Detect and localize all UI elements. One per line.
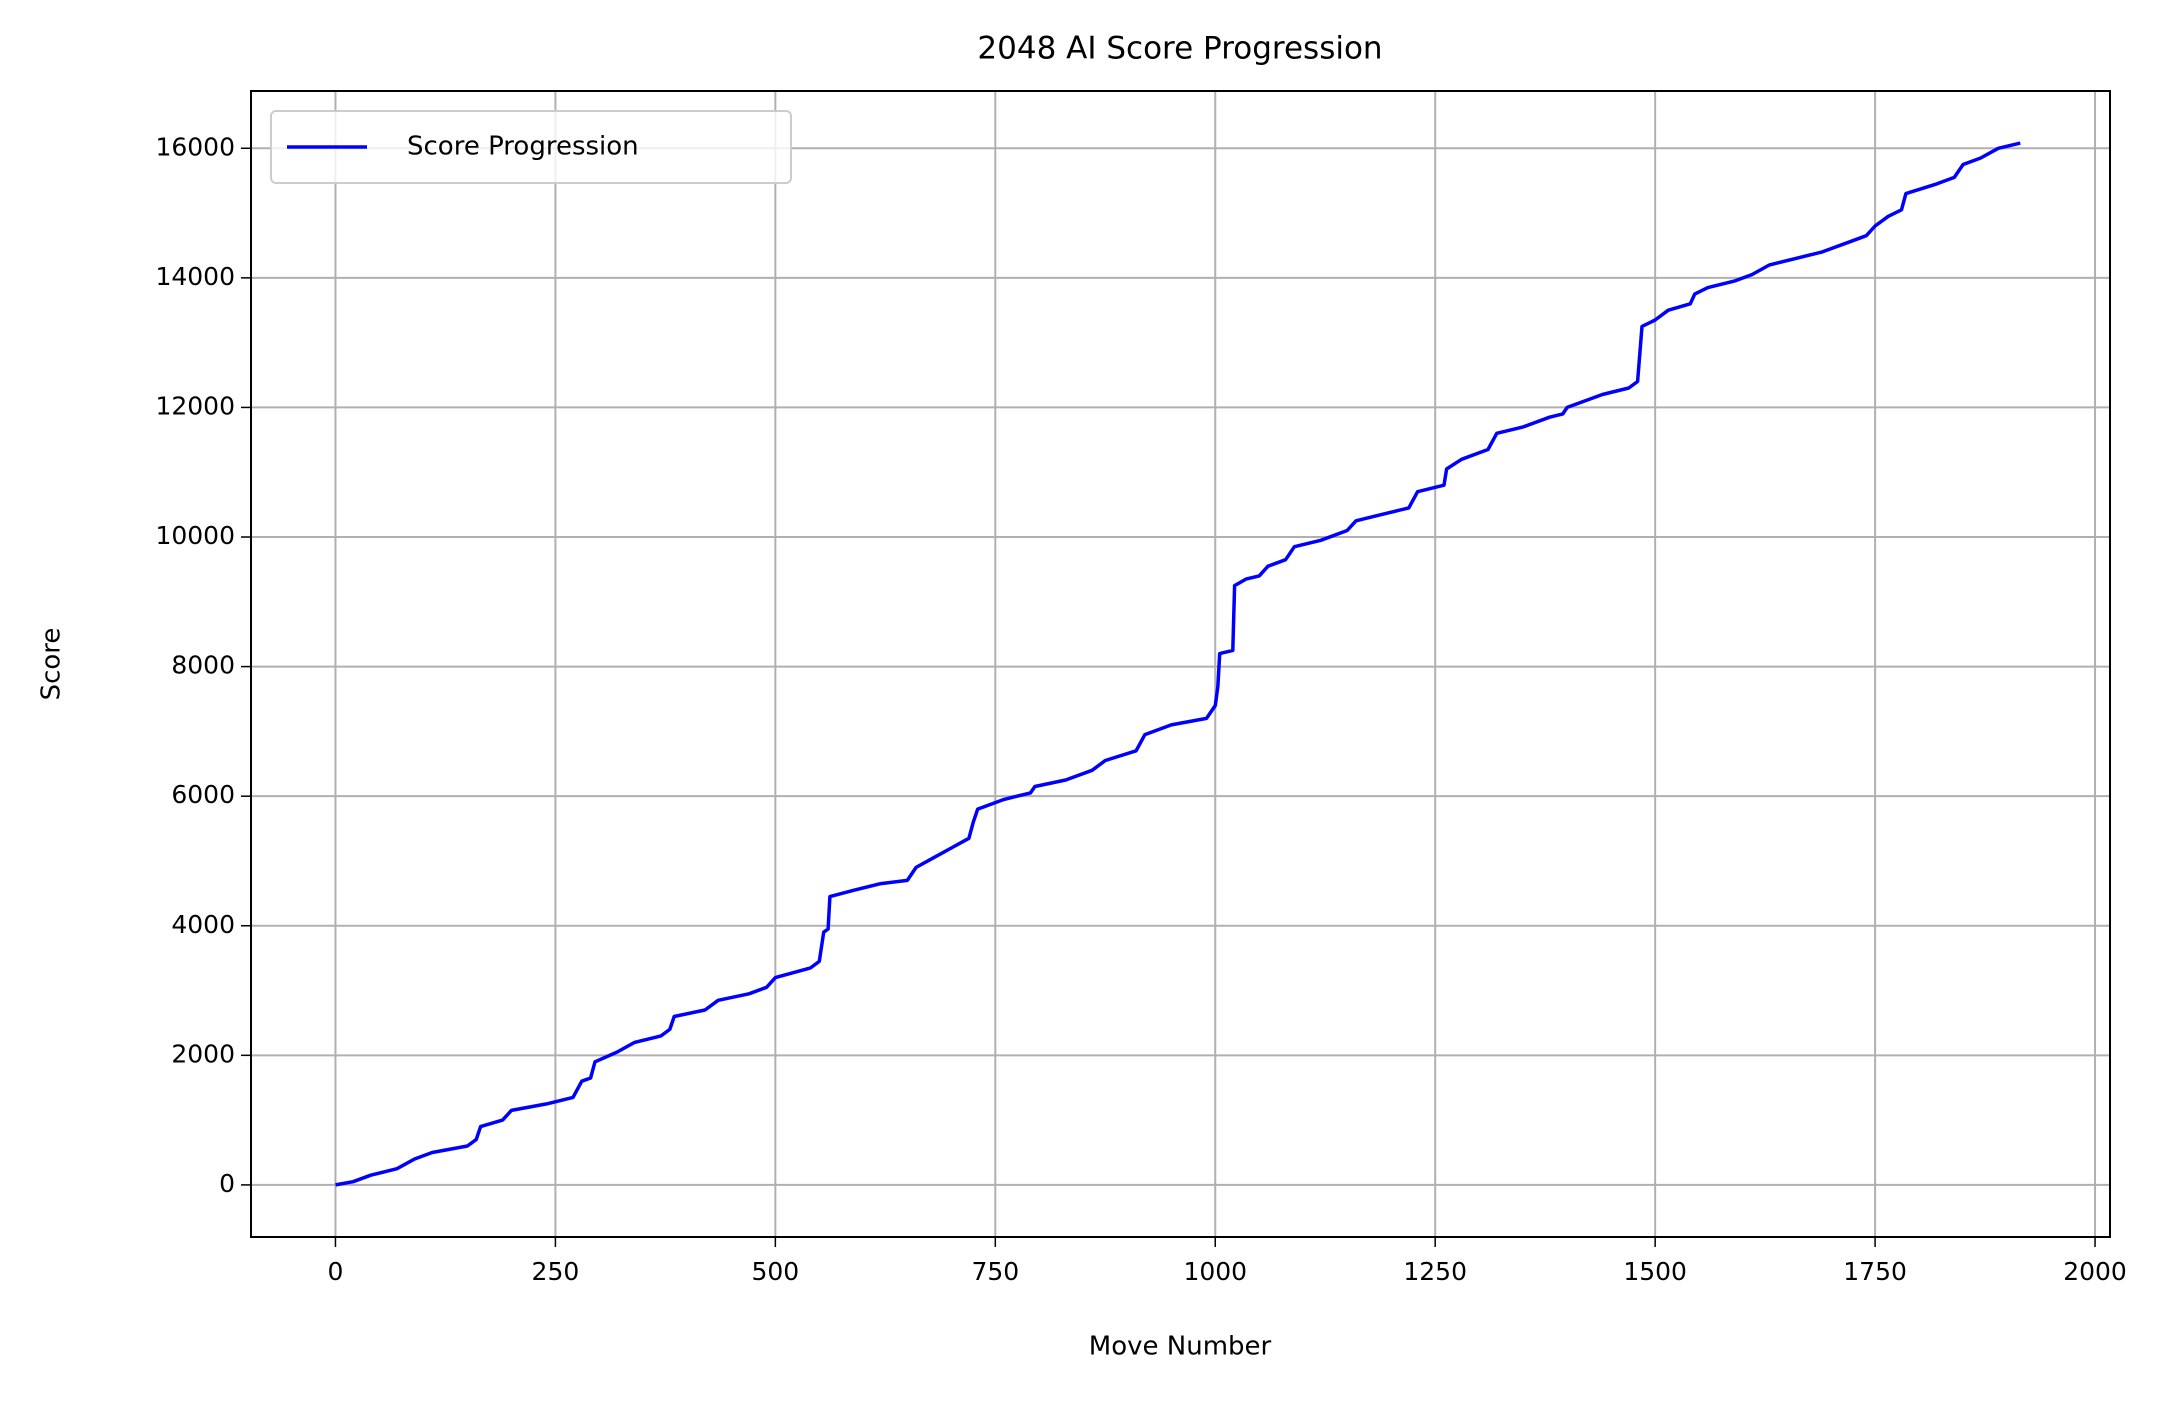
y-tick-label: 14000 <box>155 262 235 291</box>
y-tick-label: 16000 <box>155 132 235 161</box>
legend-label: Score Progression <box>407 132 639 162</box>
chart-title: 2048 AI Score Progression <box>977 31 1382 67</box>
x-tick-label: 1750 <box>1843 1257 1907 1286</box>
y-tick-label: 2000 <box>171 1039 235 1068</box>
y-tick-label: 8000 <box>171 651 235 680</box>
line-series <box>335 141 2021 1187</box>
x-tick-label: 500 <box>751 1257 799 1286</box>
x-tick-label: 2000 <box>2063 1257 2127 1286</box>
y-tick-label: 12000 <box>155 391 235 420</box>
y-tick-label: 10000 <box>155 521 235 550</box>
x-tick-label: 1250 <box>1403 1257 1467 1286</box>
x-tick-label: 1500 <box>1623 1257 1687 1286</box>
x-tick-label: 1000 <box>1183 1257 1247 1286</box>
y-axis-label: Score <box>37 628 67 701</box>
y-tick-label: 6000 <box>171 780 235 809</box>
y-tick-label: 0 <box>219 1169 235 1198</box>
y-tick-label: 4000 <box>171 910 235 939</box>
x-axis-label: Move Number <box>1089 1332 1272 1362</box>
legend-box <box>270 110 792 184</box>
x-tick-label: 750 <box>971 1257 1019 1286</box>
x-tick-label: 250 <box>532 1257 580 1286</box>
x-tick-label: 0 <box>328 1257 344 1286</box>
plot-frame <box>250 90 2111 1238</box>
